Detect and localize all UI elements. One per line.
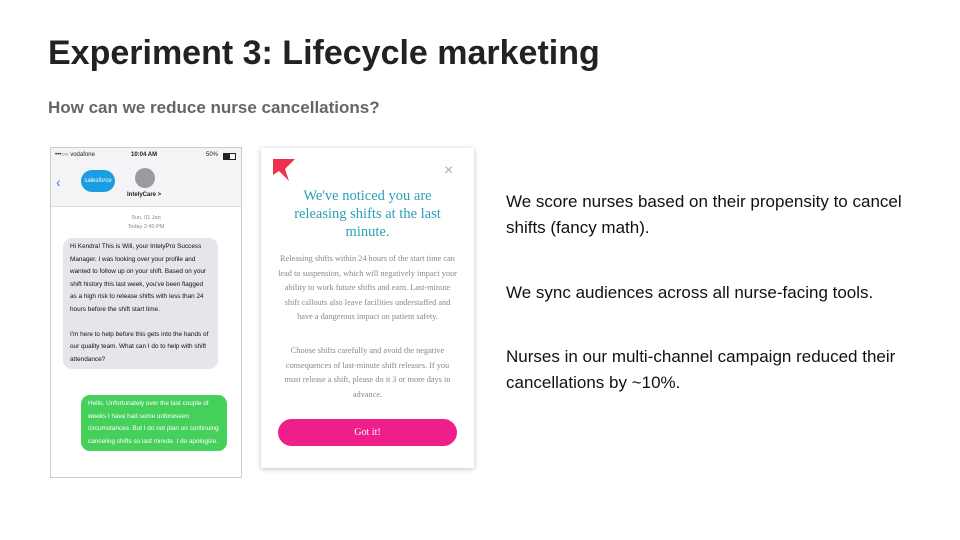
carrier: •••○○ vodafone (55, 152, 95, 158)
clock: 10:04 AM (131, 152, 158, 158)
message-paragraph: Hi Kendra! This is Will, your IntelyPro … (70, 243, 207, 313)
date: Sun, 01 Jan (131, 215, 161, 221)
battery: 50% (206, 152, 219, 158)
timestamp: Today 2:40 PM (127, 224, 165, 230)
avatar (135, 168, 155, 188)
bullet-text: Nurses in our multi-channel campaign red… (506, 347, 896, 392)
message-paragraph: I'm here to help before this gets into t… (70, 330, 209, 363)
modal-paragraph: Releasing shifts within 24 hours of the … (278, 254, 457, 322)
bullet-text: We score nurses based on their propensit… (506, 192, 902, 237)
back-arrow[interactable]: ‹ (56, 174, 61, 190)
got-it-button[interactable]: Got it! (278, 419, 457, 446)
brand-logo (273, 159, 295, 181)
modal-paragraph: Choose shifts carefully and avoid the ne… (284, 346, 451, 399)
slide-subtitle: How can we reduce nurse cancellations? (48, 98, 380, 117)
outgoing-message: Hello. Unfortunately over the last coupl… (81, 395, 227, 452)
phone-header: •••○○ vodafone 10:04 AM 50% ‹ salesforce… (51, 148, 241, 207)
notice-modal: × We've noticed you are releasing shifts… (261, 148, 474, 468)
close-button[interactable]: × (444, 162, 454, 179)
salesforce-logo: salesforce (81, 170, 115, 192)
sms-screenshot: •••○○ vodafone 10:04 AM 50% ‹ salesforce… (50, 147, 242, 478)
bullet-text: We sync audiences across all nurse-facin… (506, 283, 874, 302)
slide-title: Experiment 3: Lifecycle marketing (48, 34, 600, 72)
incoming-message: Hi Kendra! This is Will, your IntelyPro … (63, 238, 218, 370)
modal-heading: We've noticed you are releasing shifts a… (294, 188, 441, 240)
battery-icon (223, 153, 236, 160)
contact-name[interactable]: IntelyCare > (127, 192, 162, 198)
